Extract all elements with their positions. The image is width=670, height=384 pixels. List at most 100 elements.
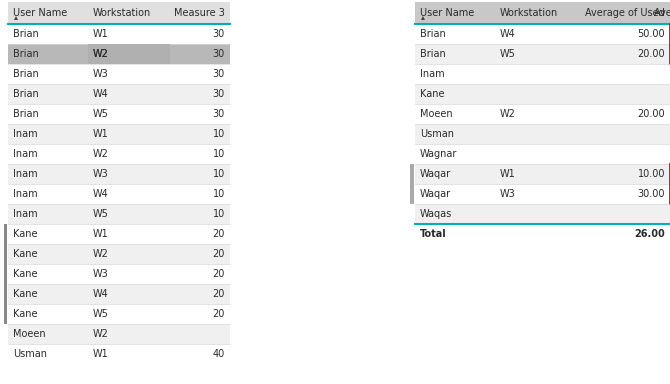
- Bar: [415, 144, 670, 164]
- Bar: [415, 2, 670, 24]
- Text: W2: W2: [93, 329, 109, 339]
- Bar: [8, 44, 230, 64]
- Bar: [415, 44, 670, 64]
- Text: W1: W1: [93, 129, 109, 139]
- Bar: [410, 164, 414, 204]
- Text: 30.00: 30.00: [637, 189, 665, 199]
- Text: Workstation: Workstation: [93, 8, 151, 18]
- Text: Inam: Inam: [420, 69, 445, 79]
- Polygon shape: [14, 16, 18, 20]
- Text: 30: 30: [213, 29, 225, 39]
- Text: W5: W5: [93, 209, 109, 219]
- Text: 30: 30: [213, 89, 225, 99]
- Text: 20: 20: [212, 289, 225, 299]
- Text: Measure 3: Measure 3: [174, 8, 225, 18]
- Text: Kane: Kane: [13, 229, 38, 239]
- Bar: [8, 324, 230, 344]
- Text: Kane: Kane: [13, 289, 38, 299]
- Text: 40: 40: [213, 349, 225, 359]
- Text: W5: W5: [500, 49, 516, 59]
- Text: Inam: Inam: [13, 149, 38, 159]
- Text: W4: W4: [500, 29, 516, 39]
- Text: Brian: Brian: [13, 49, 39, 59]
- Text: 10: 10: [213, 209, 225, 219]
- Text: 20.00: 20.00: [637, 109, 665, 119]
- Text: W5: W5: [93, 109, 109, 119]
- Bar: [8, 124, 230, 144]
- Text: W2: W2: [93, 249, 109, 259]
- Text: W3: W3: [93, 169, 109, 179]
- Text: Brian: Brian: [420, 49, 446, 59]
- Text: Kane: Kane: [13, 249, 38, 259]
- Text: W1: W1: [500, 169, 516, 179]
- Text: W2: W2: [93, 49, 109, 59]
- Bar: [8, 184, 230, 204]
- Text: 30: 30: [213, 49, 225, 59]
- Bar: [8, 24, 230, 44]
- Text: Brian: Brian: [13, 109, 39, 119]
- Bar: [8, 304, 230, 324]
- Text: Kane: Kane: [13, 269, 38, 279]
- Bar: [8, 144, 230, 164]
- Text: Workstation: Workstation: [500, 8, 558, 18]
- Text: Waqar: Waqar: [420, 169, 451, 179]
- Bar: [415, 164, 670, 184]
- Bar: [8, 204, 230, 224]
- Text: W4: W4: [93, 189, 109, 199]
- Bar: [415, 204, 670, 224]
- Text: 20: 20: [212, 269, 225, 279]
- Text: Total: Total: [420, 229, 447, 239]
- Text: Brian: Brian: [420, 29, 446, 39]
- Text: 30: 30: [213, 109, 225, 119]
- Text: Usman: Usman: [420, 129, 454, 139]
- Text: W1: W1: [93, 29, 109, 39]
- Text: Inam: Inam: [13, 129, 38, 139]
- Text: W2: W2: [500, 109, 516, 119]
- Text: W5: W5: [93, 309, 109, 319]
- Text: User Name: User Name: [420, 8, 474, 18]
- Bar: [8, 284, 230, 304]
- Bar: [8, 244, 230, 264]
- Text: W3: W3: [93, 269, 109, 279]
- Bar: [8, 344, 230, 364]
- Text: Brian: Brian: [13, 29, 39, 39]
- Bar: [415, 24, 670, 44]
- Text: W3: W3: [500, 189, 516, 199]
- Bar: [8, 2, 230, 24]
- Bar: [415, 104, 670, 124]
- Text: 20: 20: [212, 309, 225, 319]
- Text: W1: W1: [93, 229, 109, 239]
- Text: Kane: Kane: [13, 309, 38, 319]
- Bar: [415, 224, 670, 244]
- Text: 20.00: 20.00: [637, 49, 665, 59]
- Polygon shape: [421, 16, 425, 20]
- Bar: [8, 64, 230, 84]
- Text: W4: W4: [93, 89, 109, 99]
- Text: 26.00: 26.00: [634, 229, 665, 239]
- Text: 50.00: 50.00: [637, 29, 665, 39]
- Text: 10: 10: [213, 149, 225, 159]
- Bar: [415, 64, 670, 84]
- Text: Average of Used: Average of Used: [586, 8, 665, 18]
- Text: Usman: Usman: [13, 349, 47, 359]
- Text: Inam: Inam: [13, 189, 38, 199]
- Text: Average of Used Storage: Average of Used Storage: [654, 8, 670, 18]
- Text: W4: W4: [93, 289, 109, 299]
- Text: 30: 30: [213, 69, 225, 79]
- Text: Inam: Inam: [13, 169, 38, 179]
- Text: Moeen: Moeen: [13, 329, 46, 339]
- Text: W3: W3: [93, 69, 109, 79]
- Bar: [88, 44, 170, 64]
- Text: Kane: Kane: [420, 89, 444, 99]
- Text: 20: 20: [212, 249, 225, 259]
- Text: 10.00: 10.00: [637, 169, 665, 179]
- Bar: [4, 224, 7, 324]
- Bar: [415, 184, 670, 204]
- Text: Waqar: Waqar: [420, 189, 451, 199]
- Text: W2: W2: [93, 49, 109, 59]
- Bar: [8, 164, 230, 184]
- Text: Moeen: Moeen: [420, 109, 453, 119]
- Text: Brian: Brian: [13, 89, 39, 99]
- Text: W2: W2: [93, 149, 109, 159]
- Text: 20: 20: [212, 229, 225, 239]
